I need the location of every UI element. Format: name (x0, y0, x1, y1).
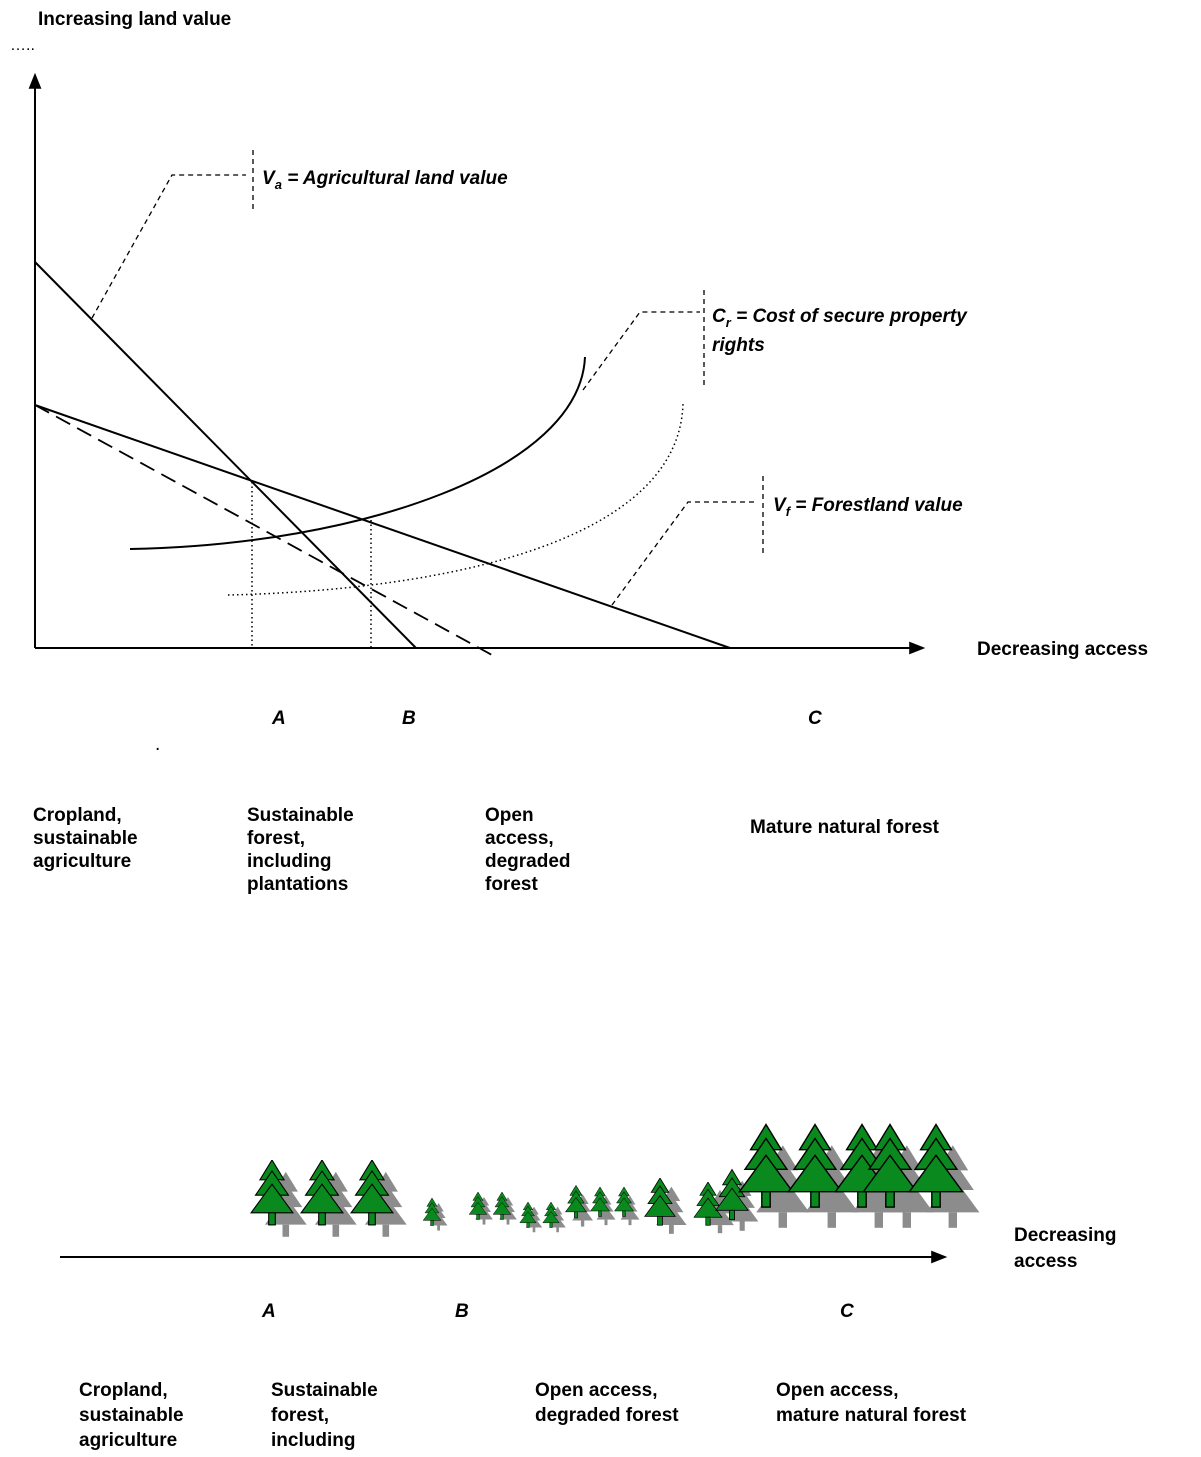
region-label: including (247, 851, 331, 872)
cr-label: Cr = Cost of secure property (712, 306, 968, 330)
trees (251, 1125, 979, 1237)
cr-symbol: C (712, 306, 726, 327)
cr-leader (583, 312, 700, 390)
cr-curve (130, 357, 585, 549)
va-label: Va = Agricultural land value (262, 168, 508, 192)
cr-dotted-curve (228, 403, 683, 595)
x-axis-label: access (1014, 1251, 1077, 1272)
point-label: B (455, 1301, 469, 1322)
point-label: C (840, 1301, 854, 1322)
vf-text: = Forestland value (790, 495, 963, 516)
region-label: sustainable (33, 828, 138, 849)
region-label: agriculture (33, 851, 131, 872)
vf-line (35, 405, 730, 648)
region-label: Sustainable (271, 1380, 378, 1401)
va-text: = Agricultural land value (282, 168, 508, 189)
cr-text: = Cost of secure property (731, 306, 968, 327)
curves (35, 262, 730, 655)
leaders (92, 150, 763, 605)
stray-dot: . (155, 734, 160, 755)
top-axes (35, 76, 922, 648)
point-label: A (271, 708, 286, 729)
region-label: mature natural forest (776, 1405, 967, 1426)
va-leader (92, 175, 246, 318)
region-label: agriculture (79, 1430, 177, 1451)
point-label: C (808, 708, 822, 729)
region-label: Sustainable (247, 805, 354, 826)
page: Increasing land value ….. Decreasing acc… (0, 0, 1201, 1452)
x-axis-label: Decreasing access (977, 639, 1148, 660)
region-label: including (271, 1430, 355, 1451)
region-label: Open access, (535, 1380, 658, 1401)
region-label: degraded (485, 851, 571, 872)
region-label: forest, (271, 1405, 329, 1426)
region-label: forest (485, 874, 538, 895)
x-axis-label: Decreasing (1014, 1225, 1116, 1246)
y-axis-label: Increasing land value (38, 9, 231, 30)
region-label: forest, (247, 828, 305, 849)
point-label: A (261, 1301, 276, 1322)
point-label: B (402, 708, 416, 729)
region-label: Open access, (776, 1380, 899, 1401)
region-label: Cropland, (33, 805, 122, 826)
region-label: Open (485, 805, 534, 826)
region-label: Mature natural forest (750, 817, 940, 838)
va-subscript: a (275, 177, 282, 192)
vf-leader (612, 502, 757, 605)
region-label: plantations (247, 874, 348, 895)
diagram: Increasing land value ….. Decreasing acc… (0, 0, 1201, 1452)
vf-label: Vf = Forestland value (773, 495, 963, 519)
va-line (35, 262, 416, 648)
region-label: degraded forest (535, 1405, 679, 1426)
region-label: Cropland, (79, 1380, 168, 1401)
region-label: sustainable (79, 1405, 184, 1426)
region-label: access, (485, 828, 554, 849)
dashed-line (35, 405, 492, 655)
cr-label-line2: rights (712, 335, 765, 356)
y-axis-dots: ….. (10, 37, 35, 54)
